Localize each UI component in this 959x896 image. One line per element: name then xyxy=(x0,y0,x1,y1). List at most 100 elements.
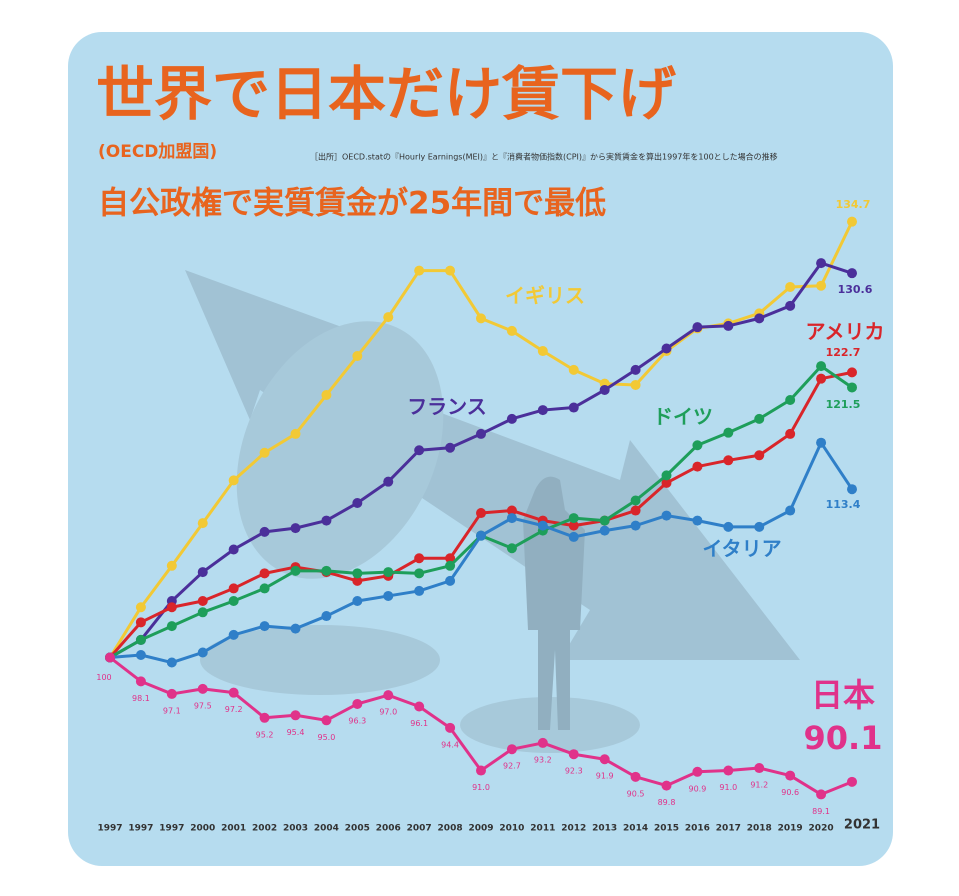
x-tick-label: 2014 xyxy=(623,824,648,834)
data-point xyxy=(568,513,579,524)
value-label: 100 xyxy=(96,673,111,682)
value-label: 97.5 xyxy=(194,701,212,710)
data-point xyxy=(135,634,146,645)
data-point xyxy=(321,565,332,576)
x-tick-label: 1997 xyxy=(128,824,153,834)
data-point xyxy=(197,683,208,694)
value-label: 94.4 xyxy=(441,740,459,749)
x-tick-label: 2004 xyxy=(314,824,339,834)
data-point xyxy=(568,520,579,531)
data-point xyxy=(383,590,394,601)
data-point xyxy=(661,477,672,488)
value-label: 97.1 xyxy=(163,706,181,715)
data-point xyxy=(816,258,827,269)
chart-note: (OECD加盟国) xyxy=(98,142,217,162)
x-tick-label: 2011 xyxy=(530,824,555,834)
data-point xyxy=(383,476,394,487)
value-label: 89.1 xyxy=(812,807,830,816)
x-tick-label: 2001 xyxy=(221,824,246,834)
x-tick-label: 2017 xyxy=(716,824,741,834)
data-point xyxy=(816,437,827,448)
data-point xyxy=(630,520,641,531)
data-point xyxy=(135,617,146,628)
series-name: イタリア xyxy=(702,537,781,561)
data-point xyxy=(197,567,208,578)
data-point xyxy=(692,515,703,526)
value-label: 92.7 xyxy=(503,762,521,771)
data-point xyxy=(352,351,363,362)
data-point xyxy=(228,583,239,594)
series-name: 日本 xyxy=(811,676,875,714)
data-point xyxy=(723,427,734,438)
data-point xyxy=(785,395,796,406)
x-tick-label: 2015 xyxy=(654,824,679,834)
data-point xyxy=(290,428,301,439)
data-point xyxy=(352,568,363,579)
end-label: 134.7 xyxy=(836,198,871,211)
data-point xyxy=(723,521,734,532)
value-label: 91.9 xyxy=(596,772,614,781)
data-point xyxy=(135,676,146,687)
data-point xyxy=(166,560,177,571)
data-point xyxy=(228,629,239,640)
data-point xyxy=(259,621,270,632)
data-point xyxy=(321,389,332,400)
data-point xyxy=(197,595,208,606)
data-point xyxy=(506,325,517,336)
value-label: 89.8 xyxy=(658,798,676,807)
value-label: 92.3 xyxy=(565,767,583,776)
value-label: 90.5 xyxy=(627,789,645,798)
value-label: 91.2 xyxy=(750,781,768,790)
data-point xyxy=(847,268,857,279)
value-label: 90.9 xyxy=(689,784,707,793)
data-point xyxy=(568,749,579,760)
data-point xyxy=(290,710,301,721)
data-point xyxy=(599,384,610,395)
shadow-shape xyxy=(460,697,640,753)
data-point xyxy=(135,649,146,660)
value-label: 97.2 xyxy=(225,705,243,714)
data-point xyxy=(383,312,394,323)
end-label: 122.7 xyxy=(826,346,861,359)
data-point xyxy=(228,475,239,486)
big-value-label: 90.1 xyxy=(804,719,883,757)
data-point xyxy=(568,531,579,542)
x-tick-label: 2005 xyxy=(345,824,370,834)
end-label: 130.6 xyxy=(838,283,873,296)
data-point xyxy=(630,505,641,516)
data-point xyxy=(105,652,115,663)
data-point xyxy=(445,575,456,586)
data-point xyxy=(661,780,672,791)
data-point xyxy=(445,560,456,571)
x-tick-label: 1997 xyxy=(97,824,122,834)
chart-title: 世界で日本だけ賃下げ xyxy=(96,60,676,128)
x-tick-label: 2021 xyxy=(844,818,880,833)
x-tick-label: 2012 xyxy=(561,824,586,834)
x-tick-label: 2002 xyxy=(252,824,277,834)
chart-source: ［出所］OECD.statの『Hourly Earnings(MEI)』と『消費… xyxy=(310,152,778,162)
data-point xyxy=(785,281,796,292)
coin-shape xyxy=(236,321,444,579)
data-point xyxy=(630,379,641,390)
data-point xyxy=(228,544,239,555)
data-point xyxy=(599,515,610,526)
data-point xyxy=(476,313,486,324)
data-point xyxy=(816,280,827,291)
data-point xyxy=(630,771,641,782)
data-point xyxy=(414,553,425,564)
data-point xyxy=(506,505,517,516)
data-point xyxy=(197,518,208,529)
data-point xyxy=(754,450,765,461)
data-point xyxy=(785,505,796,516)
data-point xyxy=(754,763,765,774)
data-point xyxy=(259,583,270,594)
data-point xyxy=(228,595,239,606)
data-point xyxy=(352,575,363,586)
data-point xyxy=(228,687,239,698)
value-label: 95.4 xyxy=(287,728,305,737)
data-point xyxy=(847,216,857,227)
data-point xyxy=(476,765,486,776)
panel xyxy=(68,32,893,866)
series-name: フランス xyxy=(407,395,487,419)
